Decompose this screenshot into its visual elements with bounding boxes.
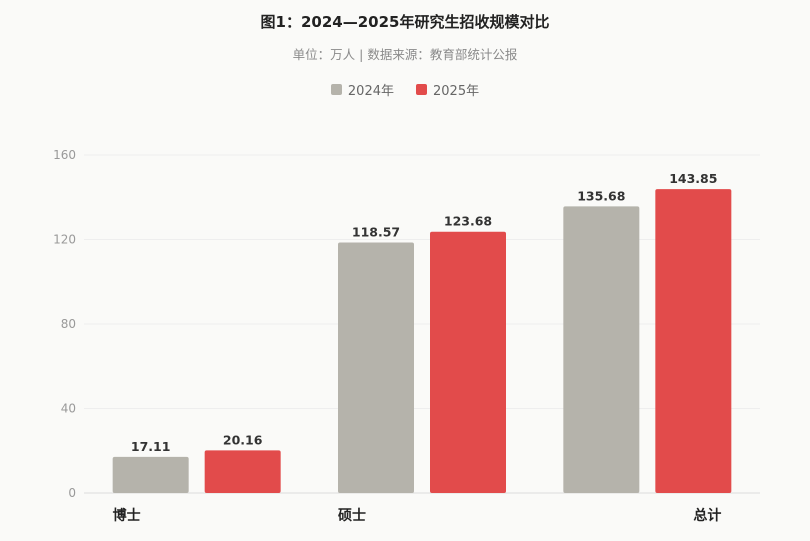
data-label-硕士-2024年: 118.57 (352, 225, 400, 240)
legend: 2024年 2025年 (0, 80, 810, 99)
bar-总计-2024年[interactable] (563, 206, 640, 493)
legend-swatch-2024 (330, 84, 342, 95)
legend-label-2024: 2024年 (347, 84, 394, 99)
legend-item-2025[interactable]: 2025年 (416, 80, 479, 99)
x-tick-label-硕士: 硕士 (338, 507, 366, 524)
x-tick-label-博士: 博士 (113, 507, 141, 524)
y-tick-label-120: 120 (53, 233, 76, 247)
y-tick-label-80: 80 (61, 317, 76, 331)
x-tick-label-总计: 总计 (693, 507, 721, 524)
legend-item-2024[interactable]: 2024年 (330, 80, 394, 99)
data-label-博士-2024年: 17.11 (131, 439, 171, 454)
bar-总计-2025年[interactable] (655, 189, 732, 493)
legend-swatch-2025 (416, 84, 427, 95)
data-label-硕士-2025年: 123.68 (444, 214, 492, 229)
bar-博士-2024年[interactable] (112, 456, 189, 493)
legend-label-2025: 2025年 (433, 84, 480, 99)
bar-硕士-2025年[interactable] (430, 231, 506, 493)
data-label-总计-2024年: 135.68 (577, 188, 625, 203)
chart-subtitle: 单位：万人 | 数据来源：教育部统计公报 (292, 47, 518, 62)
bar-硕士-2024年[interactable] (338, 242, 414, 493)
y-tick-label-160: 160 (53, 148, 76, 162)
bar-博士-2025年[interactable] (204, 450, 281, 493)
data-label-博士-2025年: 20.16 (223, 432, 263, 447)
y-tick-label-40: 40 (61, 402, 76, 416)
y-tick-label-0: 0 (68, 486, 76, 500)
chart-title: 图1：2024—2025年研究生招收规模对比 (260, 13, 550, 31)
data-label-总计-2025年: 143.85 (669, 171, 717, 186)
